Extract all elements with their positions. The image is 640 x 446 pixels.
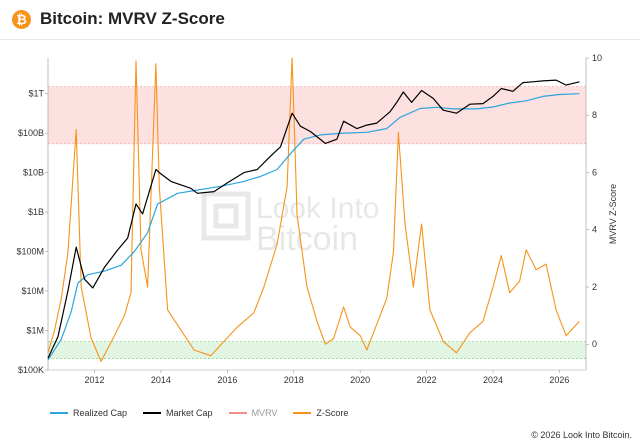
- legend-swatch-realized-cap: [50, 412, 68, 414]
- copyright-footer: © 2026 Look Into Bitcoin.: [531, 430, 632, 440]
- watermark-line1: Look Into: [256, 192, 379, 225]
- bitcoin-logo-icon: ₿: [12, 10, 31, 29]
- left-axis-tick-label: $100M: [16, 247, 44, 257]
- legend-label-market-cap: Market Cap: [166, 408, 213, 418]
- x-axis-tick-label: 2022: [417, 375, 437, 385]
- right-axis-tick-label: 4: [592, 225, 597, 235]
- left-axis-tick-label: $1T: [28, 89, 44, 99]
- legend-item-realized-cap[interactable]: Realized Cap: [50, 408, 127, 418]
- legend-swatch-mvrv: [228, 412, 247, 414]
- legend-swatch-zscore: [293, 412, 312, 414]
- right-axis-tick-label: 8: [592, 110, 597, 120]
- watermark-line2: Bitcoin: [256, 220, 358, 258]
- right-axis-tick-label: 2: [592, 282, 597, 292]
- left-axis-tick-label: $10M: [21, 286, 44, 296]
- right-axis-tick-label: 6: [592, 167, 597, 177]
- series-line-z-score: [47, 57, 580, 362]
- x-axis-tick-label: 2016: [217, 375, 237, 385]
- legend-label-zscore: Z-Score: [316, 408, 349, 418]
- watermark-logo-icon: [201, 191, 251, 241]
- chart-legend: Realized Cap Market Cap MVRV Z-Score: [50, 406, 348, 420]
- right-axis-title: MVRV Z-Score: [608, 184, 618, 244]
- legend-label-mvrv: MVRV: [251, 408, 278, 418]
- x-axis-tick-label: 2024: [483, 375, 503, 385]
- x-axis-tick-label: 2014: [151, 375, 171, 385]
- legend-item-mvrv[interactable]: MVRV: [228, 408, 278, 418]
- zscore-band-green: [48, 341, 586, 359]
- page-title: Bitcoin: MVRV Z-Score: [40, 9, 225, 28]
- legend-item-zscore[interactable]: Z-Score: [293, 408, 348, 418]
- right-axis-tick-label: 0: [592, 339, 597, 349]
- series-line-realized-cap: [47, 93, 580, 361]
- left-axis-tick-label: $100K: [18, 365, 44, 375]
- x-axis-tick-label: 2026: [549, 375, 569, 385]
- chart-header: ₿ Bitcoin: MVRV Z-Score: [0, 0, 640, 40]
- x-axis-tick-label: 2012: [84, 375, 104, 385]
- legend-label-realized-cap: Realized Cap: [73, 408, 128, 418]
- series-line-market-cap: [47, 79, 580, 359]
- x-axis-tick-label: 2018: [284, 375, 304, 385]
- x-axis-tick-label: 2020: [350, 375, 370, 385]
- left-axis-tick-label: $1M: [26, 326, 44, 336]
- left-axis-tick-label: $1B: [28, 207, 44, 217]
- right-axis-tick-label: 10: [592, 53, 602, 63]
- legend-item-market-cap[interactable]: Market Cap: [143, 408, 213, 418]
- left-axis-tick-label: $10B: [23, 168, 44, 178]
- legend-swatch-market-cap: [143, 412, 162, 414]
- left-axis-tick-label: $100B: [18, 128, 44, 138]
- watermark-logo-inner-icon: [213, 203, 239, 229]
